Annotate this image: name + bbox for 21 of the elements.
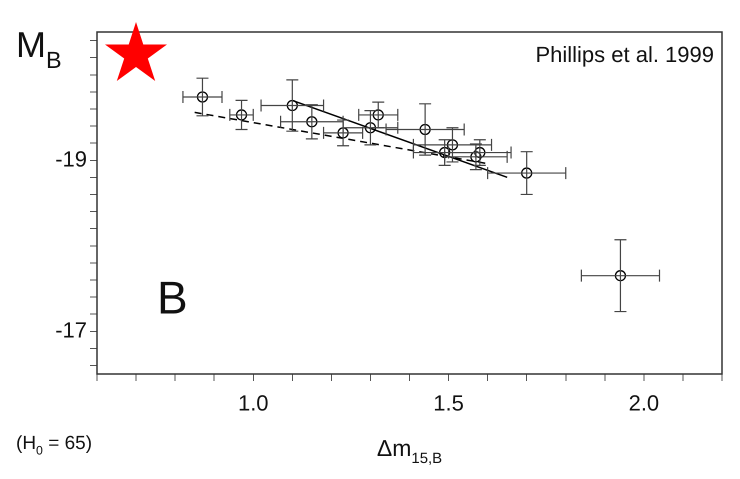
x-tick-label: 1.0 <box>238 390 269 416</box>
point <box>470 151 482 162</box>
point <box>446 139 458 151</box>
x-tick-label: 1.5 <box>433 390 464 416</box>
y-tick-label: -19 <box>55 146 87 172</box>
point <box>337 127 349 139</box>
point <box>474 146 486 158</box>
point <box>236 109 248 121</box>
y-tick-label: -17 <box>55 317 87 342</box>
point <box>196 91 208 103</box>
point <box>306 116 318 128</box>
point <box>286 100 298 112</box>
annotation: Phillips et al. 1999 <box>535 42 714 67</box>
point <box>364 122 376 134</box>
annotation: B <box>157 271 188 324</box>
point <box>439 146 450 158</box>
point <box>521 167 532 179</box>
point <box>419 124 431 136</box>
point <box>614 270 626 282</box>
x-tick-label: 2.0 <box>628 390 660 416</box>
point <box>372 109 384 121</box>
